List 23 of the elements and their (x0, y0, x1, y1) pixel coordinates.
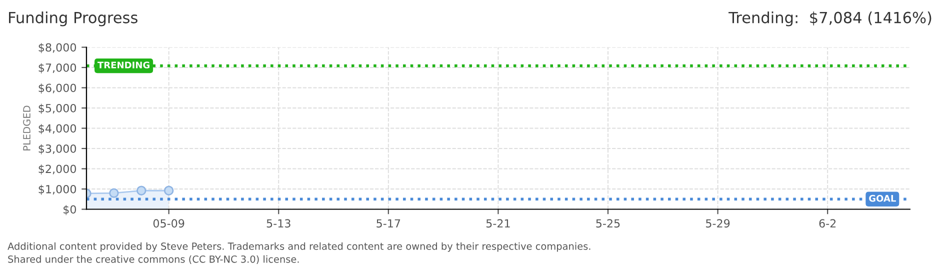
chart-subtitle: Trending: $7,084 (1416%) (728, 12, 932, 26)
text: Shared under the creative commons (CC BY-NC 3.0) license. (8, 255, 299, 264)
y-tick-label: $3,000 (38, 144, 76, 154)
y-tick-label: $2,000 (38, 164, 76, 175)
y-tick-label: $4,000 (38, 124, 76, 134)
y-tick-label: $8,000 (38, 43, 76, 54)
x-tick-label: 5-21 (486, 219, 510, 228)
y-tick-label: $5,000 (38, 104, 76, 114)
x-tick-label: 5-29 (706, 219, 730, 228)
y-tick-label: $6,000 (38, 84, 76, 94)
x-tick-label: 5-25 (596, 219, 620, 228)
x-tick-label: 5-17 (376, 219, 400, 228)
y-tick-label: $7,000 (38, 63, 76, 74)
y-tick-label: $1,000 (38, 184, 76, 195)
text: Additional content provided by Steve Peters. Trademarks and related content are owned by their respective companies. (8, 242, 590, 252)
y-tick-label: $0 (64, 205, 76, 216)
chart-title: Funding Progress (9, 12, 138, 26)
y-axis-title: PLEDGED (23, 106, 30, 150)
x-tick-label: 05-09 (153, 219, 184, 228)
ref-line-label: TRENDING (98, 62, 150, 68)
x-tick-label: 5-13 (266, 219, 290, 228)
ref-line-label: GOAL (869, 194, 896, 202)
x-tick-label: 6-2 (819, 219, 836, 228)
